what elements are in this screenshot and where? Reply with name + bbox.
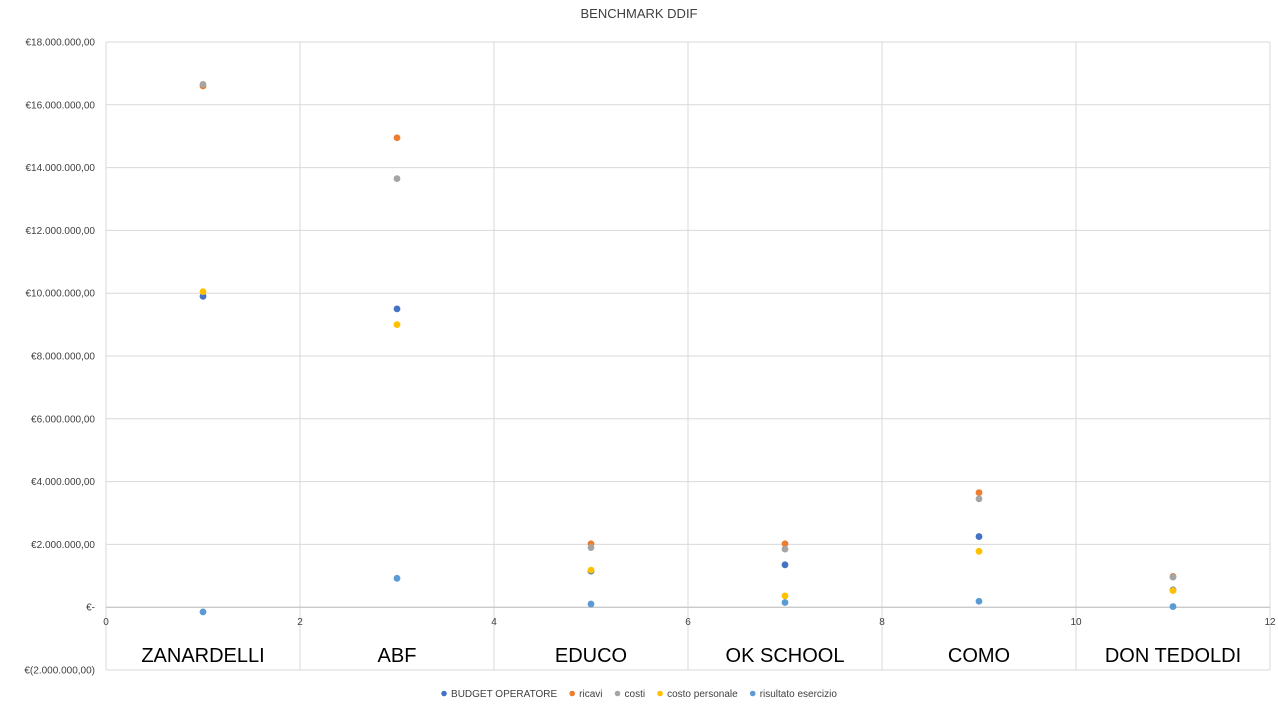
x-tick-label: 10: [1070, 617, 1082, 628]
legend-marker: [749, 690, 756, 697]
category-label: ABF: [378, 645, 417, 667]
data-point: [393, 305, 401, 313]
category-label: DON TEDOLDI: [1105, 645, 1241, 667]
axis-layer: €(2.000.000,00) €- €2.000.000,00 €4.000.000…: [24, 38, 1276, 677]
data-point: [587, 544, 595, 551]
legend: BUDGET OPERATORE ricavi costi costo persona…: [441, 689, 837, 700]
y-tick-label: €-: [86, 603, 95, 614]
data-point: [781, 592, 789, 600]
data-point: [975, 547, 983, 555]
data-point: [393, 574, 401, 582]
category-label: OK SCHOOL: [726, 645, 845, 667]
legend-marker: [569, 690, 575, 697]
x-tick-label: 0: [103, 617, 109, 628]
data-point: [975, 533, 983, 540]
y-tick-label: €8.000.000,00: [31, 352, 95, 363]
y-tick-label: €2.000.000,00: [31, 540, 95, 551]
grid-layer: [105, 41, 1271, 671]
data-point: [587, 566, 595, 574]
data-point: [1169, 603, 1177, 610]
data-point: [781, 540, 789, 548]
y-tick-label: €18.000.000,00: [25, 38, 95, 49]
data-point: [781, 545, 789, 553]
y-tick-label: €(2.000.000,00): [24, 666, 95, 677]
y-tick-label: €12.000.000,00: [25, 226, 95, 237]
legend-marker: [614, 690, 621, 697]
legend-marker: [657, 690, 663, 697]
data-point: [781, 599, 789, 606]
data-points-layer: [199, 80, 1177, 616]
category-label: COMO: [948, 645, 1010, 667]
legend-label: risultato esercizio: [760, 689, 838, 700]
y-tick-label: €16.000.000,00: [25, 100, 95, 111]
x-tick-label: 6: [685, 617, 691, 628]
category-label: EDUCO: [555, 645, 627, 667]
data-point: [975, 597, 983, 605]
data-point: [1169, 573, 1177, 581]
data-point: [393, 134, 401, 142]
data-point: [199, 80, 207, 88]
legend-label: costi: [625, 689, 646, 700]
legend-label: ricavi: [579, 689, 602, 700]
legend-label: costo personale: [667, 689, 738, 700]
x-tick-label: 8: [879, 617, 885, 628]
y-tick-label: €14.000.000,00: [25, 163, 95, 174]
y-tick-label: €10.000.000,00: [25, 289, 95, 300]
category-label-layer: ZANARDELLI ABF EDUCO OK SCHOOL COMO DON TEDOL…: [141, 645, 1241, 667]
data-point: [393, 321, 401, 328]
legend-label: BUDGET OPERATORE: [451, 689, 557, 700]
y-tick-label: €6.000.000,00: [31, 414, 95, 425]
data-point: [199, 608, 207, 616]
x-tick-label: 4: [491, 617, 497, 628]
category-label: ZANARDELLI: [141, 645, 264, 667]
chart-title: BENCHMARK DDIF: [580, 6, 697, 21]
data-point: [781, 561, 789, 569]
data-point: [975, 495, 983, 503]
data-point: [1169, 587, 1177, 594]
data-point: [975, 489, 983, 496]
data-point: [199, 292, 207, 300]
data-point: [199, 288, 207, 296]
data-point: [587, 600, 595, 608]
x-tick-label: 12: [1264, 617, 1276, 628]
x-tick-label: 2: [297, 617, 303, 628]
legend-marker: [441, 690, 447, 697]
y-tick-label: €4.000.000,00: [31, 477, 95, 488]
data-point: [393, 175, 401, 182]
